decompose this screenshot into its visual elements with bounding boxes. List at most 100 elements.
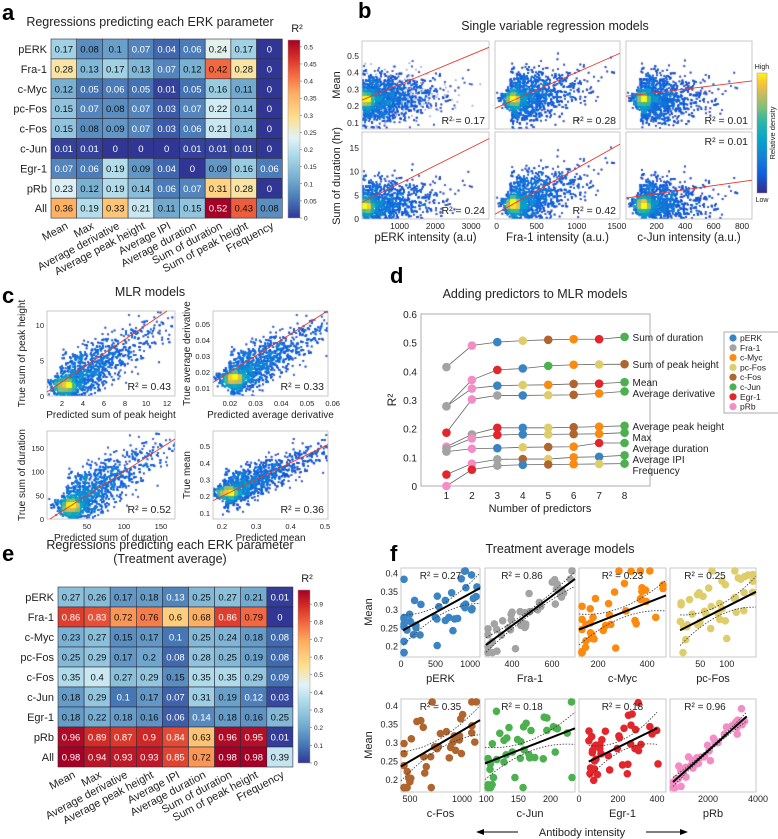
- data-point: [405, 610, 414, 619]
- data-point-pc-fos: [543, 390, 553, 400]
- y-tick-label: 150: [31, 444, 44, 453]
- cell-value: 0.07: [132, 104, 151, 115]
- y-tick-label: 50: [36, 491, 44, 500]
- cell-value: 0: [164, 144, 169, 155]
- heatmap-cell: [266, 746, 294, 768]
- x-tick-label: 4: [520, 491, 526, 502]
- data-point-pc-fos: [594, 459, 604, 469]
- x-axis-label: pc-Fos: [696, 673, 730, 685]
- data-point: [502, 734, 511, 742]
- cell-value: 0.07: [183, 104, 202, 115]
- legend-label: Fra-1: [740, 343, 761, 353]
- cell-value: 0.18: [114, 713, 133, 724]
- cell-value: 0.17: [235, 44, 254, 55]
- confidence-bound: [400, 734, 481, 782]
- data-point-egr-1: [493, 365, 502, 375]
- data-point: [638, 584, 646, 592]
- y-tick-label: 0.2: [385, 642, 398, 652]
- cell-value: 0.98: [62, 753, 81, 764]
- colorbar-tick-label: 0.6: [314, 655, 323, 662]
- cell-value: 0.98: [245, 753, 264, 764]
- cell-value: 0.01: [80, 144, 99, 155]
- data-point-egr-1: [493, 430, 502, 440]
- colorbar: [287, 39, 301, 219]
- y-tick-label: 10: [36, 321, 44, 330]
- data-point-c-jun: [620, 451, 629, 460]
- confidence-bound: [588, 711, 658, 747]
- confidence-bound: [680, 576, 757, 616]
- x-tick-label: 400: [640, 659, 655, 669]
- cell-value: 0.16: [245, 713, 264, 724]
- data-point: [722, 634, 731, 643]
- panel-c-title: MLR models: [115, 285, 185, 299]
- data-point: [591, 594, 600, 603]
- data-point: [620, 724, 628, 733]
- plot-frame: [625, 40, 753, 130]
- y-tick-label: 0: [411, 482, 417, 493]
- cell-value: 0.31: [209, 184, 228, 195]
- r2-label: R² = 0.42: [573, 205, 617, 217]
- x-tick-label: 1000: [460, 659, 480, 669]
- y-axis-label: True sum of duration: [17, 429, 28, 521]
- data-point: [403, 783, 411, 792]
- panel-label-b: b: [358, 0, 372, 23]
- legend-label: pRb: [740, 402, 756, 412]
- y-tick-label: 0: [40, 392, 44, 401]
- series-label: Frequency: [633, 466, 680, 477]
- x-axis-label: Predicted mean: [235, 533, 305, 544]
- x-axis-label: pERK: [426, 673, 455, 685]
- data-point: [511, 773, 519, 782]
- data-point: [589, 613, 597, 622]
- legend-marker: [729, 344, 737, 352]
- data-point: [457, 749, 466, 758]
- colorbar-label: Relative density: [768, 106, 777, 159]
- r2-label: R² = 0.86: [501, 571, 543, 582]
- data-point-c-jun: [620, 459, 629, 468]
- cell-value: 0.4: [91, 673, 104, 684]
- row-label: c-Myc: [18, 84, 48, 96]
- data-point: [628, 710, 636, 718]
- data-point-fra-1: [493, 455, 502, 464]
- data-point: [400, 749, 408, 758]
- cell-value: 0.63: [192, 733, 211, 744]
- data-point: [450, 615, 459, 623]
- cell-value: 0.1: [169, 633, 182, 644]
- x-tick-label: 8: [622, 491, 628, 502]
- colorbar-tick-label: 0.2: [314, 725, 323, 732]
- data-point: [685, 595, 694, 604]
- colorbar-tick-label: 0.7: [314, 637, 323, 644]
- data-point: [550, 575, 559, 584]
- series-label: Average duration: [633, 444, 709, 455]
- cell-value: 0.42: [209, 64, 228, 75]
- x-tick-label: 8: [123, 399, 127, 408]
- cell-value: 0.08: [106, 104, 125, 115]
- x-tick-label: 500: [428, 659, 443, 669]
- row-label: pERK: [18, 44, 47, 56]
- data-point: [539, 754, 548, 763]
- data-point: [461, 600, 470, 609]
- cell-value: 0.19: [106, 164, 125, 175]
- data-point: [462, 583, 470, 592]
- cell-value: 0.96: [218, 733, 237, 744]
- confidence-bound: [400, 705, 481, 753]
- cell-value: 0.31: [192, 693, 211, 704]
- y-tick-label: 5: [354, 190, 359, 200]
- confidence-bound: [403, 572, 481, 616]
- r2-label: R² = 0.43: [128, 381, 172, 393]
- data-point: [676, 617, 685, 626]
- data-point: [582, 637, 590, 645]
- data-point: [543, 726, 551, 735]
- data-point: [578, 602, 586, 611]
- x-tick-label: 500: [403, 794, 418, 804]
- data-point: [489, 773, 498, 782]
- cell-value: 0.13: [132, 64, 151, 75]
- data-point-perk: [493, 443, 502, 453]
- y-tick-label: 0: [40, 515, 44, 524]
- data-point-prb: [442, 481, 451, 491]
- regression-line: [494, 52, 621, 109]
- x-tick-label: 0.03: [248, 399, 263, 408]
- data-point: [734, 574, 743, 582]
- cell-value: 0.26: [88, 593, 107, 604]
- data-point: [636, 594, 645, 603]
- cell-value: 0.24: [218, 633, 237, 644]
